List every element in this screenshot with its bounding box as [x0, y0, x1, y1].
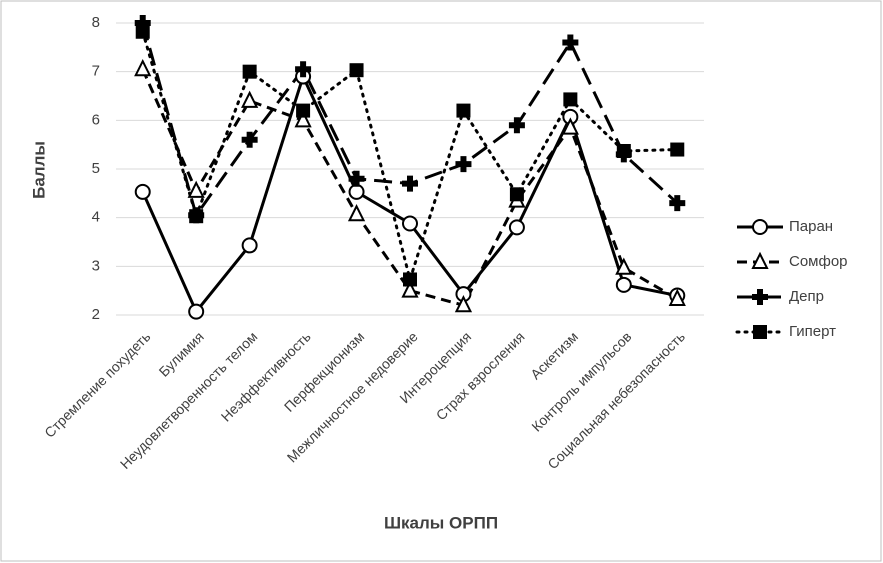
data-point [563, 92, 578, 107]
legend-label: Гиперт [789, 323, 836, 340]
data-point [241, 131, 258, 148]
data-point [134, 15, 151, 31]
data-point [402, 215, 418, 232]
data-point [294, 110, 312, 128]
data-point [669, 195, 686, 212]
data-point [348, 170, 365, 187]
data-point [402, 175, 418, 192]
data-point [615, 276, 632, 293]
y-tick-label: 3 [92, 257, 100, 274]
legend-label: Сомфор [789, 253, 848, 270]
data-point [403, 272, 417, 287]
y-axis-title: Баллы [29, 141, 48, 199]
x-axis-title: Шкалы ОРПП [384, 513, 498, 532]
data-point [348, 183, 365, 200]
data-point [670, 142, 685, 157]
data-point [668, 288, 686, 306]
data-point [135, 24, 150, 39]
data-point [616, 143, 631, 158]
data-point [241, 90, 259, 108]
data-point [615, 257, 633, 275]
data-point [455, 156, 472, 173]
y-tick-label: 7 [92, 63, 100, 80]
legend-marker [752, 219, 768, 235]
data-point [189, 209, 204, 224]
data-point [347, 204, 366, 222]
y-tick-label: 6 [92, 111, 100, 128]
y-tick-label: 4 [92, 209, 100, 226]
data-point [134, 183, 151, 200]
data-point [561, 117, 579, 135]
y-tick-label: 5 [92, 160, 100, 177]
legend-marker [753, 325, 767, 339]
legend-label: Паран [789, 218, 833, 235]
data-point [134, 58, 152, 77]
y-tick-label: 2 [92, 306, 100, 323]
legend-label: Депр [789, 288, 824, 305]
y-tick-label: 8 [92, 14, 100, 31]
data-point [295, 61, 312, 78]
data-point [241, 237, 258, 254]
data-point [296, 103, 311, 118]
series-line [141, 68, 679, 308]
data-point [242, 64, 257, 79]
data-point [508, 219, 525, 236]
data-point [349, 63, 364, 78]
data-point [456, 103, 471, 118]
data-point [562, 34, 579, 51]
data-point [508, 117, 525, 134]
data-point [509, 187, 524, 202]
data-point [188, 303, 205, 320]
legend-marker [751, 251, 769, 269]
data-point [187, 180, 205, 198]
legend-marker [752, 289, 768, 305]
data-point [401, 280, 419, 298]
data-point [454, 295, 473, 313]
